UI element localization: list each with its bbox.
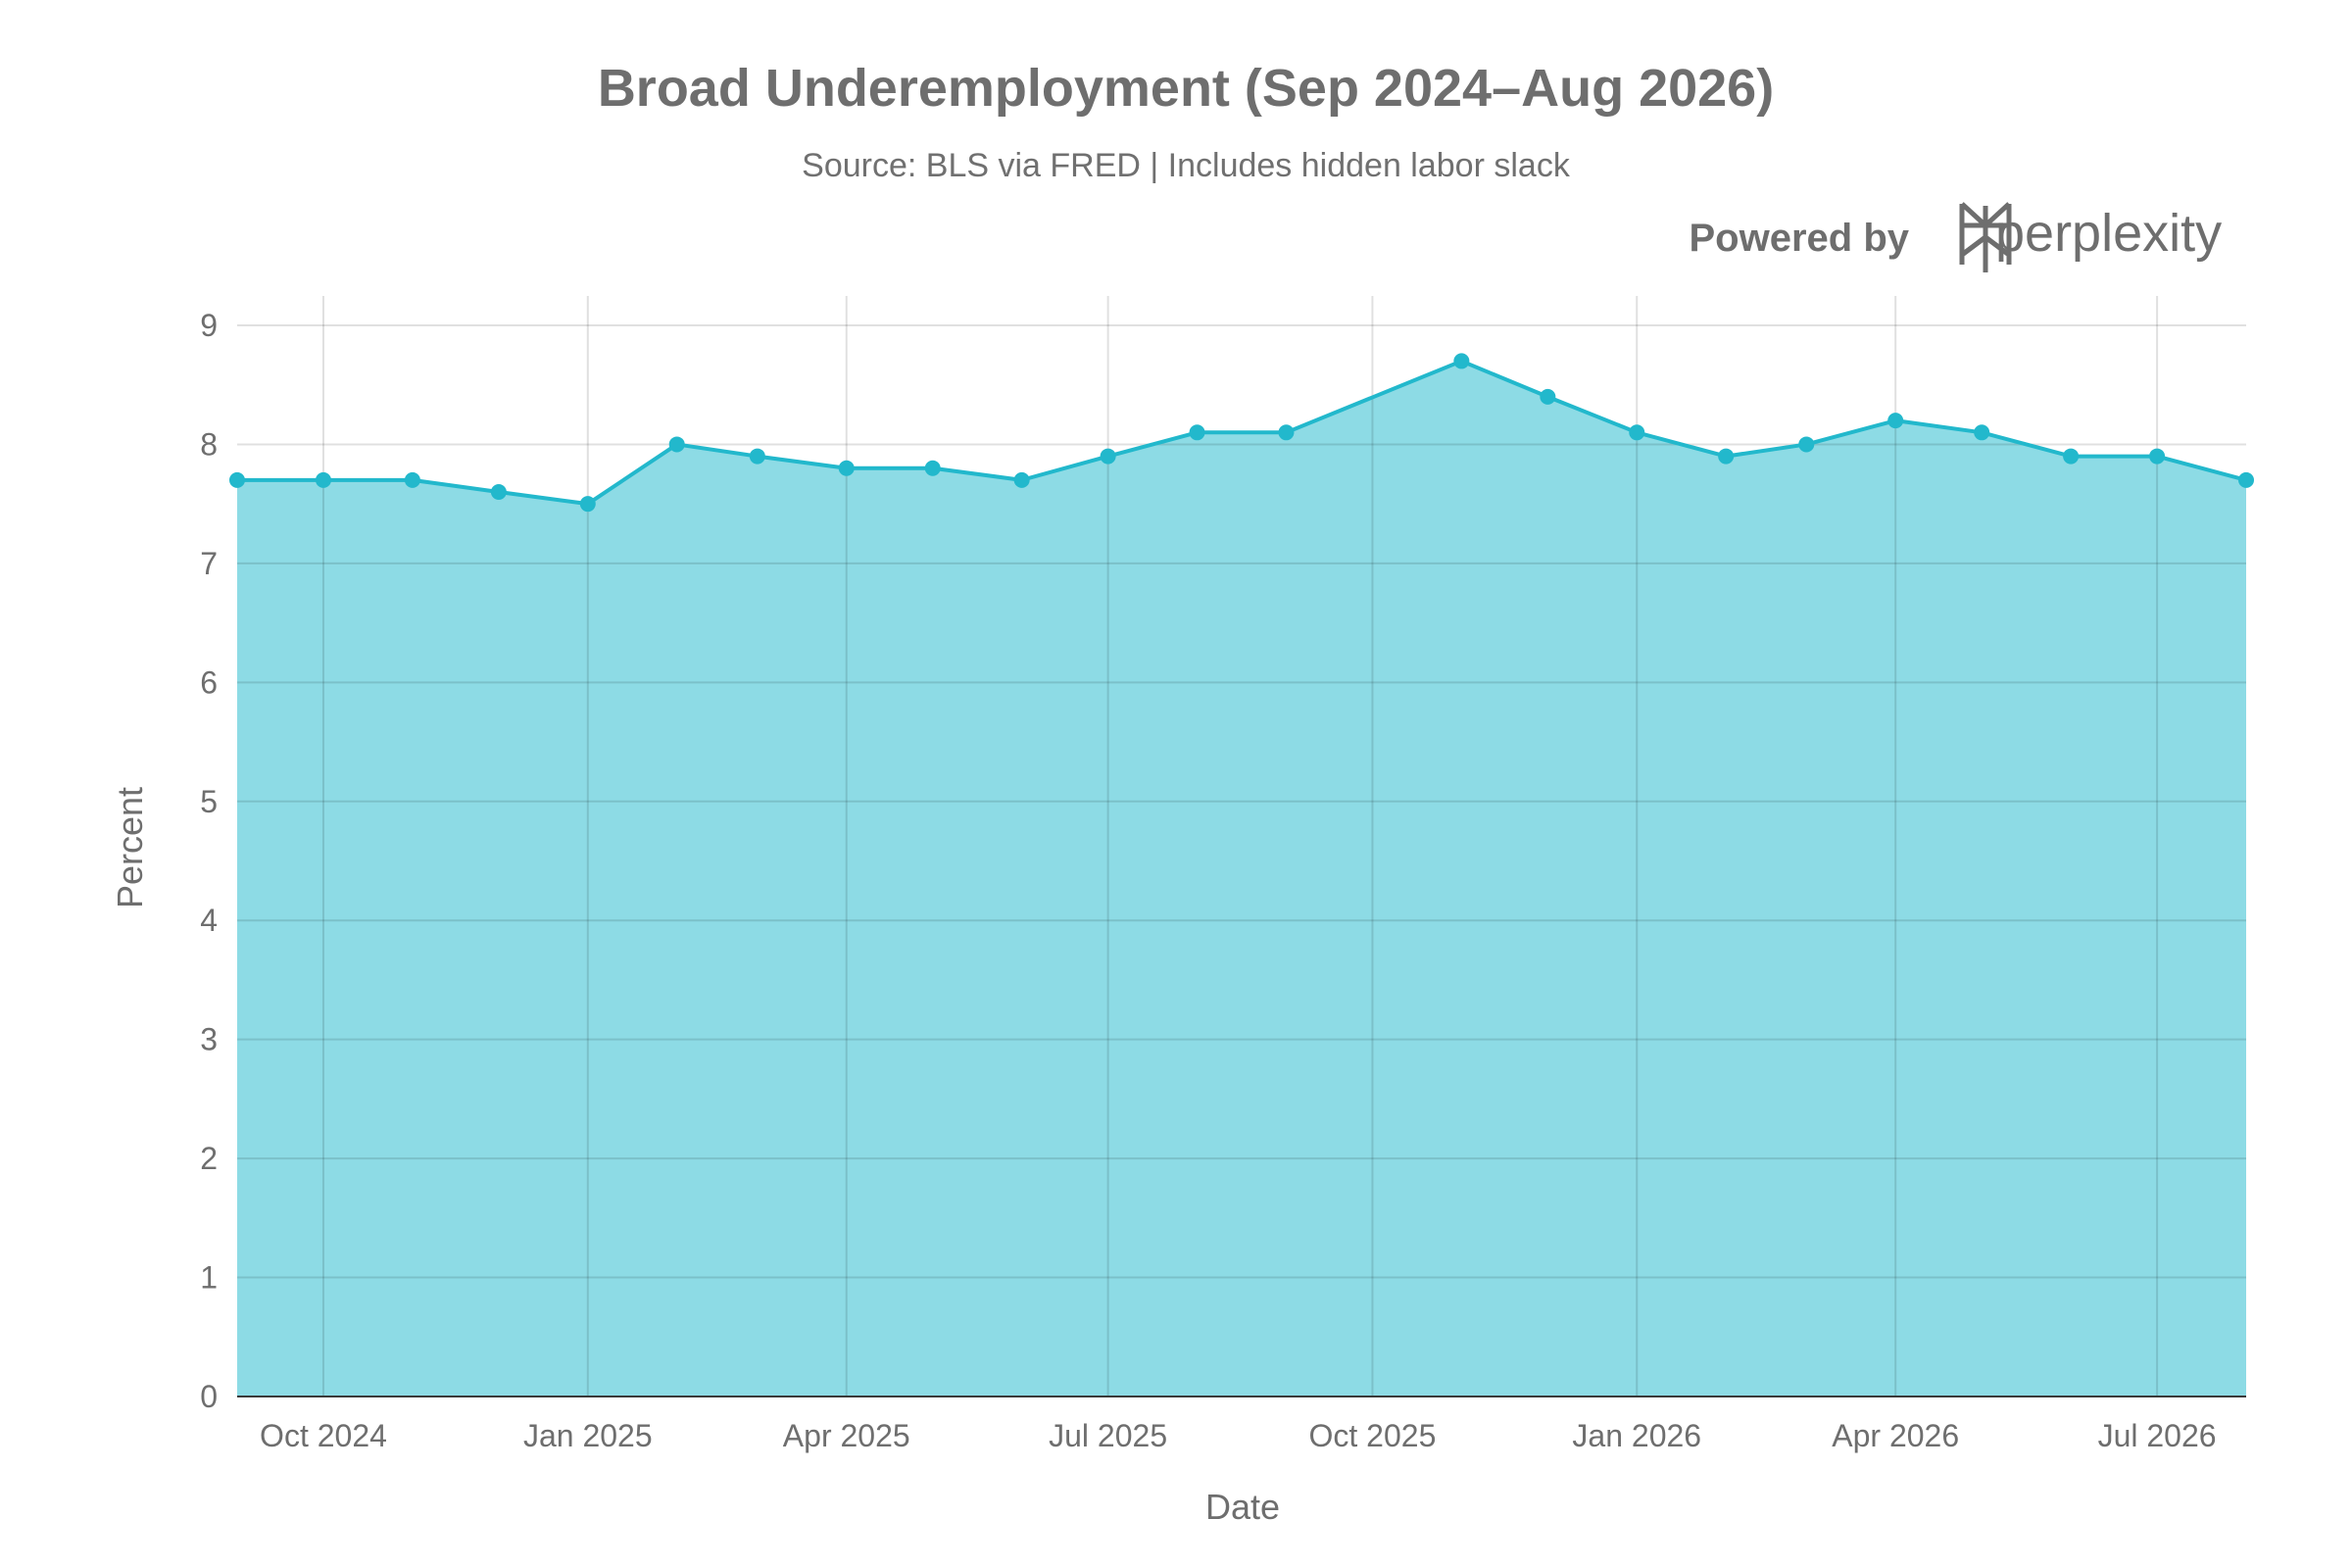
data-point [229, 471, 245, 488]
plot-area: 0 1 2 3 4 5 6 7 8 9 Oct 2024 Jan 2025 Apr 2025 Jul 20… [200, 296, 2254, 1453]
perplexity-logo-icon [1959, 202, 2012, 272]
data-point [1540, 388, 1556, 405]
y-axis-label: Percent [110, 787, 150, 908]
data-point [404, 471, 420, 488]
data-point [1798, 436, 1815, 453]
y-tick-label: 4 [200, 903, 218, 938]
data-point [924, 460, 941, 476]
y-tick-label: 1 [200, 1260, 218, 1296]
powered-by-label: Powered by [1689, 217, 1909, 260]
data-point [2063, 448, 2080, 465]
y-tick-label: 6 [200, 664, 218, 700]
data-point [1629, 424, 1645, 441]
y-tick-label: 5 [200, 784, 218, 819]
data-point [579, 496, 596, 513]
data-point [1278, 424, 1295, 441]
y-tick-label: 7 [200, 546, 218, 581]
y-tick-label: 2 [200, 1141, 218, 1176]
data-point [2149, 448, 2166, 465]
x-axis-label: Date [1205, 1487, 1280, 1527]
data-point [1100, 448, 1116, 465]
data-point [1718, 448, 1735, 465]
data-point [1887, 413, 1904, 429]
data-point [1189, 424, 1205, 441]
data-point [668, 436, 685, 453]
y-tick-label: 0 [200, 1379, 218, 1414]
y-tick-label: 3 [200, 1022, 218, 1057]
x-tick-label: Oct 2024 [260, 1418, 387, 1453]
x-tick-label: Apr 2025 [783, 1418, 910, 1453]
branding: Powered by perplexity [1689, 202, 2222, 272]
data-point [838, 460, 855, 476]
chart-subtitle: Source: BLS via FRED | Includes hidden l… [802, 147, 1571, 184]
data-point [749, 448, 765, 465]
x-tick-label: Jan 2026 [1572, 1418, 1701, 1453]
x-tick-label: Apr 2026 [1832, 1418, 1959, 1453]
y-tick-label: 8 [200, 426, 218, 462]
data-point [1453, 353, 1470, 369]
data-point [490, 484, 507, 501]
data-point [2238, 471, 2254, 488]
chart-title: Broad Underemployment (Sep 2024–Aug 2026… [598, 59, 1774, 118]
y-tick-label: 9 [200, 308, 218, 343]
x-tick-label: Jul 2025 [1049, 1418, 1167, 1453]
brand-name: perplexity [1995, 204, 2222, 263]
data-point [1974, 424, 1990, 441]
data-point [1013, 471, 1030, 488]
x-tick-label: Jul 2026 [2098, 1418, 2217, 1453]
x-tick-label: Jan 2025 [523, 1418, 653, 1453]
data-point [315, 471, 331, 488]
x-tick-label: Oct 2025 [1309, 1418, 1437, 1453]
area-fill [237, 361, 2246, 1396]
